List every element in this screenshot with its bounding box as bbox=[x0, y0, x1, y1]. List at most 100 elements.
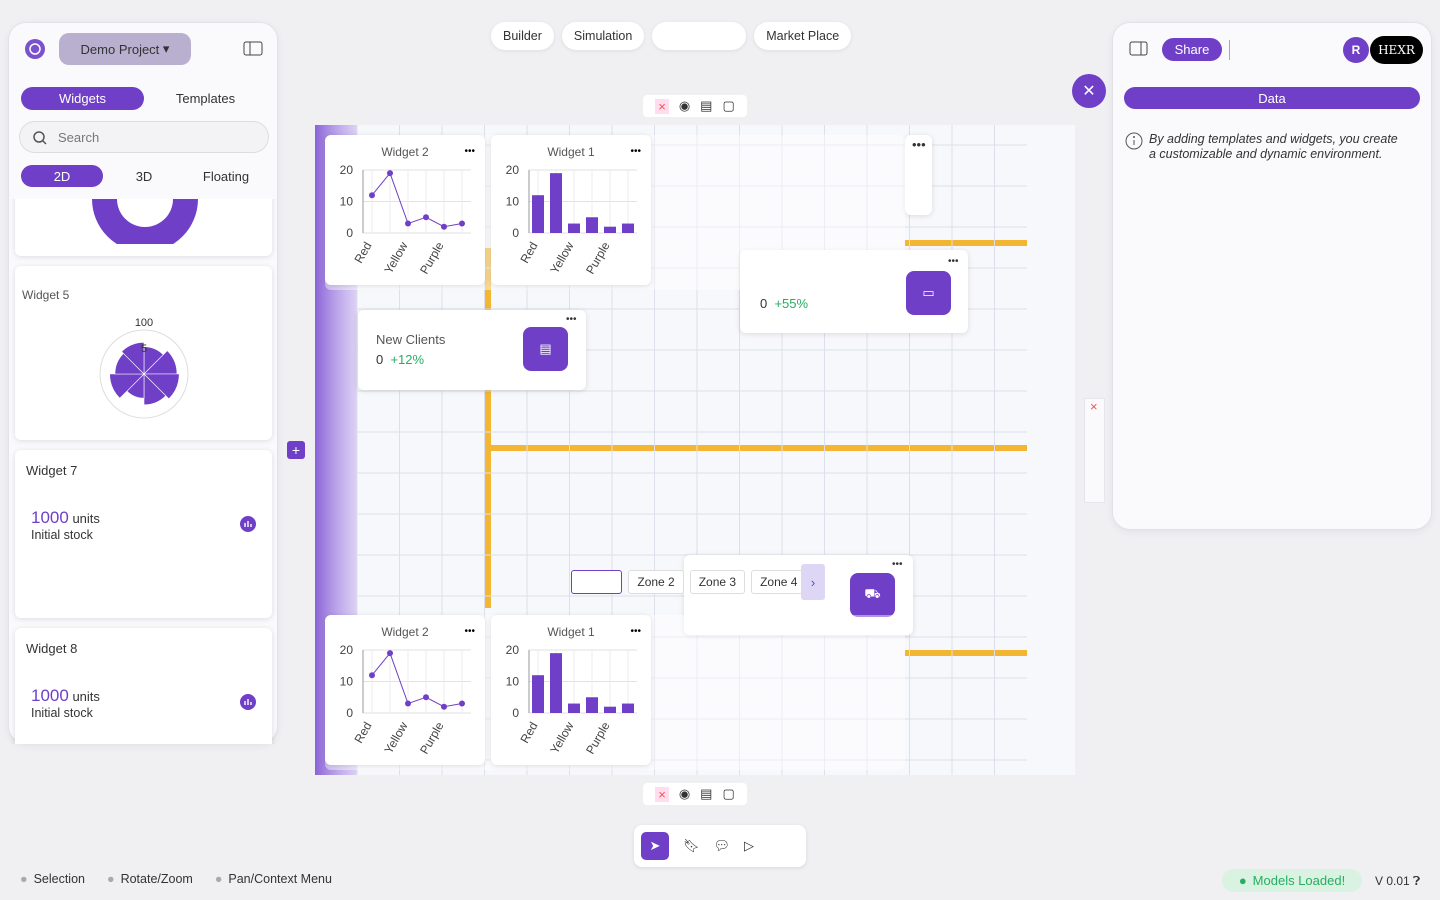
mode[interactable]: Floating bbox=[202, 168, 250, 184]
zone-tab[interactable]: Zone 2 bbox=[628, 570, 684, 594]
widget-icon bbox=[240, 516, 256, 532]
tab[interactable]: Widgets bbox=[21, 87, 144, 110]
widget-list: Widget 5 5 100 Widget 7 1000 units Initia… bbox=[9, 199, 279, 744]
comment-tool[interactable]: 💬︎ bbox=[713, 838, 731, 853]
widget-card[interactable]: Widget 5 5 100 bbox=[15, 266, 272, 440]
widget-card[interactable]: Widget 7 1000 units Initial stock bbox=[15, 450, 272, 618]
y-tick-label: 10 bbox=[340, 675, 354, 689]
x-tick-label: Yellow bbox=[547, 239, 576, 276]
kpi-change: +55% bbox=[774, 296, 809, 311]
tools-button[interactable]: ✕ bbox=[1072, 74, 1106, 108]
chart-widget[interactable]: Widget 1 ••• 0 10 20 Red Yellow Purple bbox=[491, 135, 651, 285]
lock[interactable]: ▢ bbox=[722, 98, 735, 113]
add-button[interactable]: + bbox=[287, 441, 305, 459]
x-tick-label: Red bbox=[517, 240, 540, 266]
chart-widget[interactable]: Widget 2 ••• 0 10 20 Red Yellow Purple bbox=[325, 135, 485, 285]
line bbox=[371, 652, 463, 708]
panel-toggle[interactable] bbox=[1129, 41, 1149, 57]
delete[interactable]: ▤ bbox=[700, 98, 713, 113]
chart-title: Widget 2 bbox=[381, 145, 429, 159]
nav-label: Market Place bbox=[766, 29, 840, 43]
zone-tab[interactable]: Zone 3 bbox=[689, 570, 746, 594]
x-tick-label: Purple bbox=[417, 239, 447, 276]
y-tick-label: 10 bbox=[506, 675, 520, 689]
nav-label: Simulation bbox=[573, 29, 633, 43]
nav-item[interactable]: Market Place bbox=[754, 22, 852, 50]
point bbox=[369, 672, 375, 679]
play-tool[interactable]: ▷ bbox=[744, 838, 755, 853]
chart-title: Widget 2 bbox=[381, 625, 429, 639]
close[interactable]: × bbox=[1090, 399, 1098, 414]
nav-item[interactable]: Simulation bbox=[561, 22, 645, 50]
bar bbox=[568, 703, 580, 713]
avatar[interactable]: R bbox=[1343, 37, 1369, 63]
close[interactable]: × bbox=[655, 786, 669, 802]
nav-item[interactable]: Visualization bbox=[652, 22, 747, 50]
visibility[interactable]: ◉ bbox=[678, 786, 691, 801]
chart-widget[interactable]: Widget 1 ••• 0 10 20 Red Yellow Purple bbox=[491, 615, 651, 765]
kpi-card[interactable]: 0 +55% ▭ ••• bbox=[740, 250, 968, 333]
bar bbox=[586, 217, 598, 233]
point bbox=[405, 220, 411, 227]
lock[interactable]: ▢ bbox=[722, 786, 735, 801]
close[interactable]: × bbox=[655, 98, 669, 114]
wedge bbox=[121, 342, 145, 375]
menu[interactable]: ••• bbox=[566, 314, 577, 325]
widget-card[interactable]: Widget 8 1000 units Initial stock bbox=[15, 628, 272, 744]
logo bbox=[25, 39, 45, 59]
stock-value: 1000 bbox=[31, 686, 69, 705]
kpi-card[interactable]: New Clients 0 +12% ▤ ••• bbox=[358, 310, 586, 390]
y-tick-label: 10 bbox=[340, 195, 354, 209]
mode[interactable]: 3D bbox=[135, 168, 153, 184]
widget-card[interactable] bbox=[15, 199, 272, 256]
menu[interactable]: ••• bbox=[892, 559, 903, 570]
x-tick-label: Yellow bbox=[381, 719, 410, 756]
nav-label: Builder bbox=[503, 29, 542, 43]
visibility[interactable]: ◉ bbox=[678, 98, 691, 113]
x-tick-label: Yellow bbox=[547, 719, 576, 756]
kpi-change: +12% bbox=[390, 352, 425, 367]
select-tool[interactable]: ➤ bbox=[641, 832, 669, 860]
search[interactable]: Search bbox=[19, 121, 269, 153]
point bbox=[423, 694, 429, 701]
zone-tab[interactable]: pztour bbox=[571, 570, 623, 594]
control-label: Pan/Context Menu bbox=[228, 872, 332, 886]
widget-card[interactable]: ⛟ ••• bbox=[684, 555, 913, 635]
y-tick-label: 20 bbox=[340, 163, 354, 177]
y-tick-label: 20 bbox=[340, 643, 354, 657]
menu: ••• bbox=[464, 626, 475, 637]
delete[interactable]: ▤ bbox=[700, 786, 713, 801]
wedge bbox=[143, 373, 180, 400]
zone-next[interactable]: › bbox=[801, 564, 825, 600]
control-label: Rotate/Zoom bbox=[120, 872, 193, 886]
info-text: By adding templates and widgets, you cre… bbox=[1149, 132, 1398, 161]
y-tick-label: 0 bbox=[512, 226, 519, 240]
sidebar: Demo Project ▾ Widgets Templates Search … bbox=[8, 22, 278, 744]
properties-panel: Share R HEXR Data By adding templates an… bbox=[1112, 22, 1432, 530]
share-button[interactable]: Share bbox=[1162, 38, 1222, 61]
cart-icon: ⛟ bbox=[850, 573, 895, 617]
bar bbox=[604, 226, 616, 233]
nav-item[interactable]: Builder bbox=[491, 22, 554, 50]
widget-card[interactable]: ••• bbox=[905, 135, 932, 215]
x-tick-label: Purple bbox=[583, 719, 613, 756]
menu: ••• bbox=[630, 146, 641, 157]
status-text: Models Loaded! bbox=[1252, 873, 1346, 888]
sidebar-toggle[interactable] bbox=[243, 41, 263, 57]
mode[interactable]: 2D bbox=[21, 165, 103, 187]
y-tick-label: 0 bbox=[346, 706, 353, 720]
data-tab[interactable]: Data bbox=[1124, 87, 1420, 109]
stock-caption: Initial stock bbox=[31, 528, 93, 542]
version-text: V 0.01 bbox=[1375, 874, 1410, 888]
menu[interactable]: ••• bbox=[912, 137, 926, 152]
menu[interactable]: ••• bbox=[948, 256, 959, 267]
zone-tab[interactable]: Zone 4 bbox=[751, 570, 807, 594]
bar bbox=[586, 697, 598, 713]
x-tick-label: Purple bbox=[417, 719, 447, 756]
chart-widget[interactable]: Widget 2 ••• 0 10 20 Red Yellow Purple bbox=[325, 615, 485, 765]
project-menu[interactable]: Demo Project ▾ bbox=[59, 33, 191, 65]
bookmark-tool[interactable]: 🔖︎ bbox=[683, 838, 700, 853]
chart-title: Widget 1 bbox=[547, 625, 595, 639]
stock: 1000 units bbox=[31, 686, 100, 706]
tab[interactable]: Templates bbox=[175, 91, 236, 106]
